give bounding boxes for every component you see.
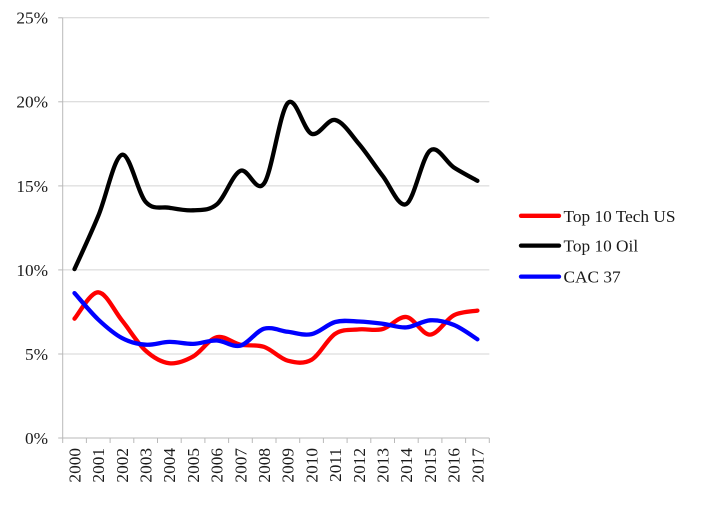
svg-text:10%: 10%	[16, 261, 48, 280]
svg-text:0%: 0%	[25, 429, 48, 448]
svg-text:20%: 20%	[16, 93, 48, 112]
svg-text:2006: 2006	[208, 448, 227, 483]
svg-text:2000: 2000	[66, 448, 85, 483]
svg-text:Top 10 Oil: Top 10 Oil	[564, 237, 639, 256]
svg-text:2015: 2015	[421, 448, 440, 483]
svg-text:25%: 25%	[16, 9, 48, 28]
svg-text:2012: 2012	[350, 448, 369, 483]
svg-text:2004: 2004	[160, 448, 179, 483]
svg-text:2008: 2008	[255, 448, 274, 483]
svg-text:2013: 2013	[374, 448, 393, 483]
svg-text:5%: 5%	[25, 345, 48, 364]
svg-text:2002: 2002	[113, 448, 132, 483]
svg-text:2005: 2005	[184, 448, 203, 483]
svg-text:Top 10 Tech US: Top 10 Tech US	[564, 207, 676, 226]
svg-text:2017: 2017	[468, 448, 487, 483]
svg-text:2011: 2011	[326, 448, 345, 482]
svg-text:2009: 2009	[279, 448, 298, 483]
svg-text:15%: 15%	[16, 177, 48, 196]
svg-text:2014: 2014	[397, 448, 416, 483]
svg-text:2001: 2001	[89, 448, 108, 483]
svg-text:2010: 2010	[302, 448, 321, 483]
svg-text:2016: 2016	[445, 448, 464, 483]
svg-text:2003: 2003	[137, 448, 156, 483]
svg-text:2007: 2007	[231, 448, 250, 483]
svg-text:CAC 37: CAC 37	[564, 268, 621, 287]
